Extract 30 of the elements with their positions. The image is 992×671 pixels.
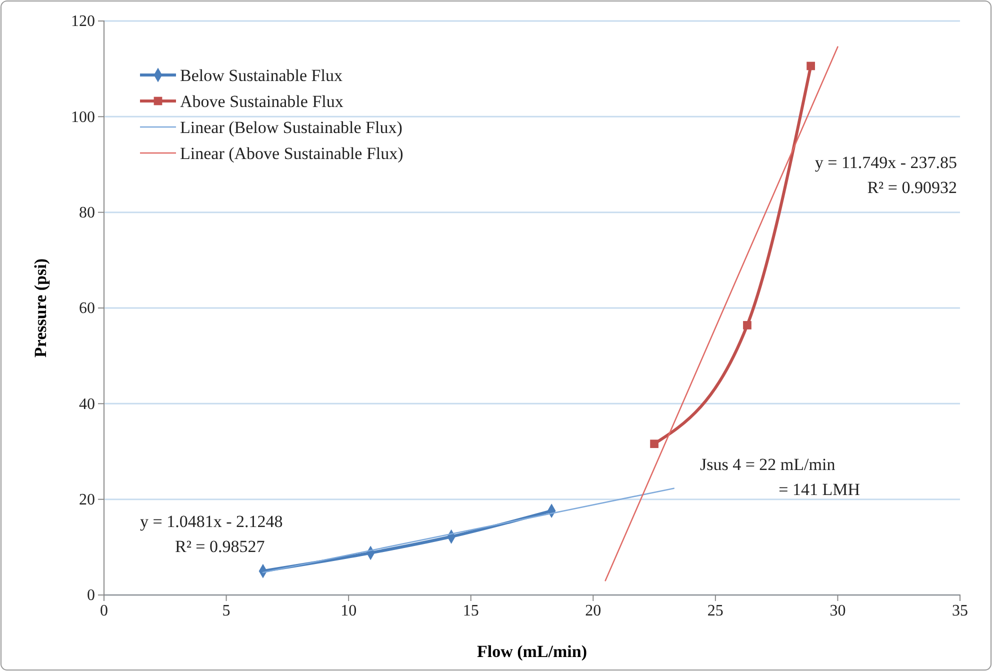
x-tick-label: 10 xyxy=(340,602,357,620)
y-tick-label: 80 xyxy=(79,204,95,222)
legend-label: Linear (Below Sustainable Flux) xyxy=(180,118,402,137)
legend-label: Below Sustainable Flux xyxy=(180,66,343,85)
annotation: y = 1.0481x - 2.1248 xyxy=(140,512,283,531)
x-tick-label: 20 xyxy=(585,602,602,620)
x-tick-label: 35 xyxy=(952,602,968,620)
y-tick-label: 60 xyxy=(79,300,95,318)
annotation: R² = 0.98527 xyxy=(175,537,266,556)
point xyxy=(743,321,752,330)
annotation: = 141 LMH xyxy=(778,480,860,499)
x-tick-label: 25 xyxy=(707,602,724,620)
y-tick-label: 20 xyxy=(79,491,95,508)
x-tick-label: 15 xyxy=(462,602,479,620)
x-tick-label: 30 xyxy=(830,602,846,620)
annotation: Jsus 4 = 22 mL/min xyxy=(700,455,836,474)
legend-label: Above Sustainable Flux xyxy=(180,92,344,111)
annotation: y = 11.749x - 237.85 xyxy=(814,153,957,172)
point xyxy=(806,62,815,70)
point xyxy=(650,440,658,448)
y-tick-label: 120 xyxy=(71,13,95,30)
x-axis-title: Flow (mL/min) xyxy=(476,642,588,661)
y-tick-label: 100 xyxy=(71,108,95,126)
y-axis-title: Pressure (psi) xyxy=(31,258,50,358)
x-tick-label: 5 xyxy=(222,602,230,620)
y-tick-label: 0 xyxy=(87,587,95,604)
x-tick-label: 0 xyxy=(100,602,108,620)
y-tick-label: 40 xyxy=(79,396,95,413)
legend-label: Linear (Above Sustainable Flux) xyxy=(180,144,404,163)
annotation: R² = 0.90932 xyxy=(867,178,957,197)
